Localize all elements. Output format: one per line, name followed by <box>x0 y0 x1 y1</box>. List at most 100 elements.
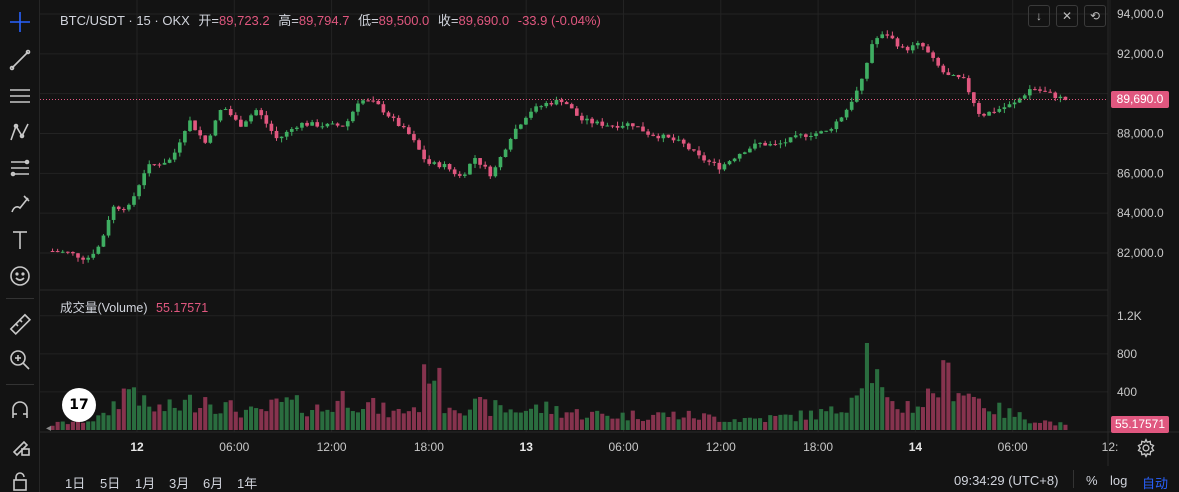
candle-body <box>641 126 645 132</box>
zoom-in-icon[interactable] <box>5 345 35 375</box>
log-toggle[interactable]: log <box>1110 473 1128 488</box>
candle-body <box>712 161 717 163</box>
volume-bar <box>539 412 544 430</box>
volume-bar <box>401 413 406 430</box>
auto-toggle[interactable]: 自动 <box>1142 476 1169 491</box>
candle-body <box>1017 98 1022 103</box>
lock-drawing-icon[interactable] <box>5 431 35 461</box>
time-axis[interactable]: 12 06:00 12:00 18:00 13 06:00 12:00 18:00 14 06:0… <box>130 440 1118 454</box>
lock-icon[interactable] <box>5 466 35 492</box>
text-tool-icon[interactable] <box>5 225 35 255</box>
price-chart[interactable]: 94,000.0 92,000.0 88,000.0 86,000.0 84,000.0… <box>40 0 1179 466</box>
volume-bar <box>630 410 635 430</box>
candle-body <box>697 150 701 156</box>
candle-body <box>651 134 655 136</box>
tradingview-logo[interactable]: 17 <box>62 388 96 422</box>
volume-bar <box>142 395 147 430</box>
scroll-left-icon[interactable]: ◂ <box>46 423 51 434</box>
range-1m[interactable]: 1月 <box>135 476 156 491</box>
volume-axis[interactable]: 1.2K 800 400 <box>1117 309 1142 399</box>
volume-bar <box>452 410 457 430</box>
candle-body <box>396 117 401 127</box>
volume-bar <box>666 417 671 430</box>
volume-bar <box>493 400 498 430</box>
volume-bar <box>345 407 350 430</box>
volume-bar <box>371 397 376 430</box>
volume-bar <box>254 408 259 430</box>
candle-body <box>610 125 615 127</box>
volume-bar <box>233 411 238 430</box>
volume-bar <box>70 421 75 430</box>
candle-body <box>463 174 467 176</box>
trend-line-tool-icon[interactable] <box>5 45 35 75</box>
volume-bar <box>366 402 371 430</box>
candle-body <box>1007 104 1012 108</box>
candle-body <box>549 103 554 105</box>
candle-body <box>605 125 610 127</box>
volume-bar <box>498 405 503 430</box>
crosshair-tool-icon[interactable] <box>5 7 35 37</box>
horizontal-lines-tool-icon[interactable] <box>5 81 35 111</box>
candle-body <box>422 149 426 160</box>
volume-bar <box>605 415 610 430</box>
range-3m[interactable]: 3月 <box>169 476 190 491</box>
candle-body <box>524 117 528 125</box>
clock-timezone[interactable]: 09:34:29 (UTC+8) <box>954 473 1059 488</box>
volume-bar <box>315 404 320 430</box>
candle-body <box>900 46 905 48</box>
candle-body <box>101 235 106 247</box>
price-tick-label: 84,000.0 <box>1117 206 1164 220</box>
pattern-tool-icon[interactable] <box>5 117 35 147</box>
volume-bar <box>732 419 737 430</box>
candle-body <box>966 78 971 93</box>
fib-tool-icon[interactable] <box>5 153 35 183</box>
volume-label[interactable]: 成交量(Volume) <box>60 301 148 315</box>
candle-body <box>844 109 849 118</box>
percent-toggle[interactable]: % <box>1086 473 1098 488</box>
emoji-tool-icon[interactable] <box>5 261 35 291</box>
candle-body <box>880 34 885 39</box>
settings-gear-icon[interactable] <box>1136 438 1156 458</box>
range-6m[interactable]: 6月 <box>203 476 224 491</box>
volume-bar <box>686 410 691 430</box>
symbol-title[interactable]: BTC/USDT · 15 · OKX <box>60 13 190 28</box>
volume-bar <box>198 407 203 430</box>
volume-bar <box>350 411 355 430</box>
candle-body <box>590 118 594 124</box>
volume-bar <box>966 393 971 430</box>
volume-bar <box>925 388 931 430</box>
volume-bar <box>590 411 595 430</box>
volume-bar <box>763 422 768 430</box>
collapse-icon[interactable]: ✕ <box>1056 5 1078 27</box>
scroll-down-icon[interactable]: ↓ <box>1028 5 1050 27</box>
magnet-icon[interactable] <box>5 395 35 425</box>
volume-legend: 成交量(Volume) 55.17571 <box>60 297 208 316</box>
candle-body <box>213 120 218 136</box>
candle-body <box>142 173 146 186</box>
volume-bar <box>467 409 472 430</box>
toolbar-divider <box>6 384 34 385</box>
candle-body <box>829 129 834 131</box>
volume-bar <box>981 408 987 430</box>
volume-bar <box>768 415 773 430</box>
volume-bar <box>808 410 813 430</box>
price-axis[interactable]: 94,000.0 92,000.0 88,000.0 86,000.0 84,000.0… <box>1117 7 1164 260</box>
volume-bar <box>193 412 198 430</box>
candle-body <box>676 139 681 141</box>
volume-bar <box>172 407 177 430</box>
bottom-divider <box>1073 470 1074 488</box>
candle-body <box>992 111 997 113</box>
ruler-tool-icon[interactable] <box>5 309 35 339</box>
range-1y[interactable]: 1年 <box>237 476 258 491</box>
volume-bar <box>956 393 961 430</box>
candle-body <box>748 148 752 153</box>
candle-body <box>269 123 274 131</box>
candle-body <box>982 113 986 116</box>
range-5d[interactable]: 5日 <box>100 476 121 491</box>
volume-bar <box>91 421 96 430</box>
brush-tool-icon[interactable] <box>5 189 35 219</box>
refresh-icon[interactable]: ⟲ <box>1084 5 1106 27</box>
range-1d[interactable]: 1日 <box>65 476 86 491</box>
volume-bar <box>243 409 249 430</box>
candle-body <box>1022 95 1027 99</box>
